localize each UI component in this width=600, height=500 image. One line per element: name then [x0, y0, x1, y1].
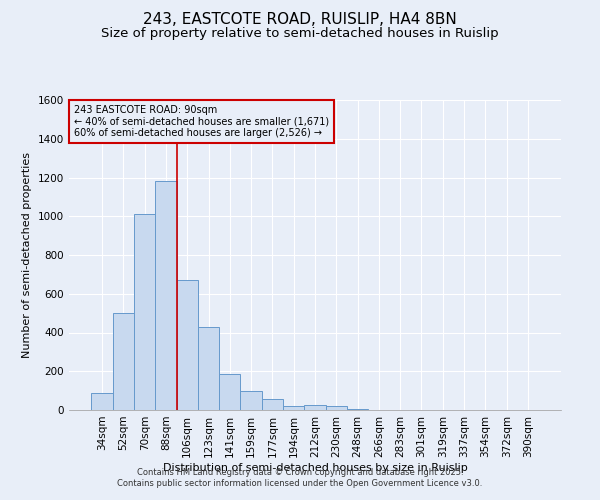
Bar	[176, 280, 198, 410]
Text: Contains HM Land Registry data © Crown copyright and database right 2025.
Contai: Contains HM Land Registry data © Crown c…	[118, 468, 482, 487]
X-axis label: Distribution of semi-detached houses by size in Ruislip: Distribution of semi-detached houses by …	[163, 462, 467, 472]
Bar	[134, 214, 155, 410]
Bar	[326, 406, 347, 410]
Bar	[283, 406, 304, 410]
Text: 243 EASTCOTE ROAD: 90sqm
← 40% of semi-detached houses are smaller (1,671)
60% o: 243 EASTCOTE ROAD: 90sqm ← 40% of semi-d…	[74, 104, 329, 138]
Bar	[347, 409, 368, 410]
Bar	[304, 405, 326, 410]
Bar	[241, 390, 262, 410]
Bar	[198, 326, 219, 410]
Bar	[219, 374, 241, 410]
Bar	[91, 392, 113, 410]
Bar	[113, 313, 134, 410]
Y-axis label: Number of semi-detached properties: Number of semi-detached properties	[22, 152, 32, 358]
Bar	[155, 182, 176, 410]
Text: Size of property relative to semi-detached houses in Ruislip: Size of property relative to semi-detach…	[101, 28, 499, 40]
Text: 243, EASTCOTE ROAD, RUISLIP, HA4 8BN: 243, EASTCOTE ROAD, RUISLIP, HA4 8BN	[143, 12, 457, 28]
Bar	[262, 400, 283, 410]
